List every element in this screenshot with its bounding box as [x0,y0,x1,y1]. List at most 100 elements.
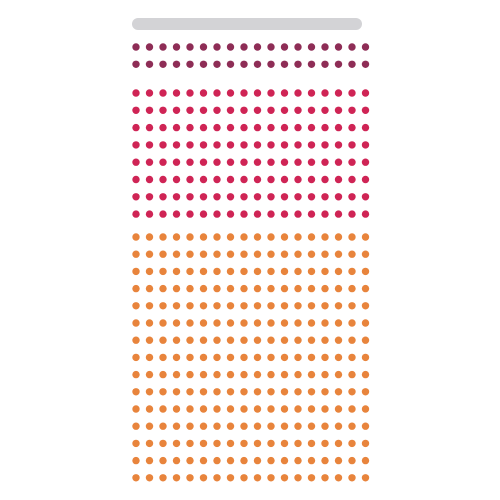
dot-group-2 [199,158,208,166]
dot-group-2 [253,106,262,115]
dot-group-2 [280,158,289,166]
dot-group-1 [159,60,167,68]
dot-group-2 [145,123,154,132]
dot-group-2 [145,210,154,218]
dot-group-3 [240,302,248,310]
dot-group-3 [294,353,302,362]
dot-group-2 [186,158,194,166]
dot-group-1 [280,60,289,68]
dot-group-3 [145,439,154,448]
dot-group-3 [321,456,329,465]
dot-group-3 [132,422,140,430]
dot-group-2 [226,175,235,184]
dot-group-3 [240,456,248,465]
dot-group-3 [321,319,329,327]
dot-group-2 [361,106,370,115]
dot-group-3 [267,456,275,465]
dot-group-3 [145,233,154,241]
dot-group-2 [321,193,329,201]
dot-group-3 [361,284,370,293]
dot-group-3 [348,353,356,362]
dot-group-3 [334,370,343,379]
dot-group-2 [334,106,343,115]
dot-group-1 [213,43,221,51]
dot-group-3 [172,456,181,465]
dot-group-2 [321,106,329,115]
dot-group-3 [334,422,343,430]
dot-group-3 [307,336,316,344]
dot-group-3 [240,370,248,379]
dot-group-1 [199,60,208,68]
dot-group-3 [267,267,275,276]
dot-group-3 [226,353,235,362]
dot-group-3 [226,388,235,396]
dot-group-3 [132,439,140,448]
dot-group-3 [267,353,275,362]
dot-group-1 [172,43,181,51]
dot-group-2 [186,106,194,115]
dot-group-3 [334,456,343,465]
dot-group-3 [172,439,181,448]
dot-group-2 [159,141,167,149]
dot-group-3 [334,439,343,448]
dot-group-3 [280,336,289,344]
dot-group-2 [280,123,289,132]
dot-group-3 [267,474,275,482]
dot-group-3 [307,319,316,327]
dot-group-3 [348,250,356,258]
dot-group-1 [186,60,194,68]
dot-group-2 [145,89,154,97]
dot-group-3 [240,267,248,276]
dot-group-3 [226,422,235,430]
dot-group-3 [172,267,181,276]
dot-group-2 [334,89,343,97]
dot-group-3 [186,336,194,344]
dot-group-3 [253,474,262,482]
dot-group-3 [280,439,289,448]
dot-group-3 [132,319,140,327]
dot-group-3 [348,439,356,448]
dot-group-2 [213,210,221,218]
dot-group-3 [280,284,289,293]
dot-group-1 [132,43,140,51]
dot-group-3 [267,319,275,327]
dot-group-3 [280,370,289,379]
dot-group-3 [321,439,329,448]
dot-group-2 [240,193,248,201]
dot-group-3 [186,284,194,293]
dot-group-3 [159,474,167,482]
dot-group-2 [172,175,181,184]
dot-group-3 [186,370,194,379]
dot-group-2 [294,210,302,218]
dot-group-3 [307,302,316,310]
dot-group-2 [199,193,208,201]
dot-group-3 [159,319,167,327]
dot-group-3 [240,474,248,482]
dot-group-2 [145,175,154,184]
dot-group-1 [172,60,181,68]
dot-group-2 [361,158,370,166]
dot-group-3 [199,250,208,258]
dot-group-1 [361,60,370,68]
dot-group-2 [253,158,262,166]
dot-group-3 [307,370,316,379]
dot-group-3 [307,250,316,258]
dot-group-3 [280,267,289,276]
dot-group-3 [213,302,221,310]
dot-group-3 [213,474,221,482]
dot-group-2 [172,210,181,218]
dot-group-2 [294,106,302,115]
dot-group-3 [186,302,194,310]
dot-group-3 [334,336,343,344]
dot-group-3 [361,353,370,362]
dot-group-3 [240,336,248,344]
dot-group-3 [226,250,235,258]
dot-group-3 [186,267,194,276]
dot-group-3 [267,405,275,413]
dot-group-2 [253,210,262,218]
dot-group-3 [361,267,370,276]
dot-group-2 [199,210,208,218]
dot-group-3 [172,319,181,327]
dot-group-2 [253,175,262,184]
